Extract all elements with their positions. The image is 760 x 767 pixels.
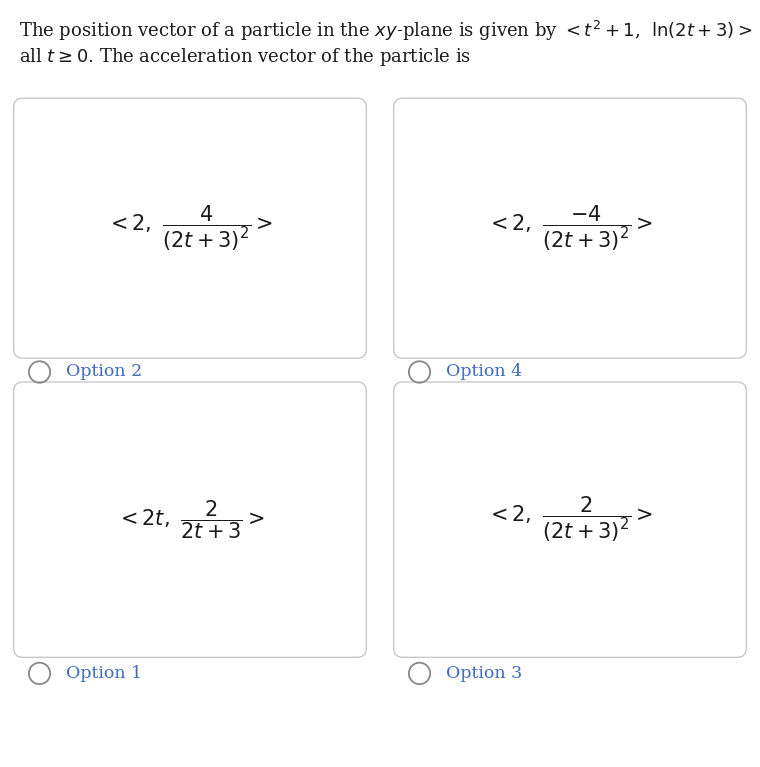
FancyBboxPatch shape <box>14 382 366 657</box>
Text: $< 2 ,\ \dfrac{-4}{(2t+3)^2} >$: $< 2 ,\ \dfrac{-4}{(2t+3)^2} >$ <box>486 203 654 253</box>
Text: $< 2t ,\ \dfrac{2}{2t+3} >$: $< 2t ,\ \dfrac{2}{2t+3} >$ <box>116 499 264 541</box>
FancyBboxPatch shape <box>394 98 746 358</box>
Text: The position vector of a particle in the $xy$-plane is given by $< t^2 + 1$,  $\: The position vector of a particle in the… <box>19 19 760 43</box>
FancyBboxPatch shape <box>394 382 746 657</box>
Text: $< 2 ,\ \dfrac{4}{(2t+3)^2} >$: $< 2 ,\ \dfrac{4}{(2t+3)^2} >$ <box>106 203 274 253</box>
Text: Option 3: Option 3 <box>446 665 522 682</box>
Text: all $t \geq 0$. The acceleration vector of the particle is: all $t \geq 0$. The acceleration vector … <box>19 46 471 68</box>
FancyBboxPatch shape <box>14 98 366 358</box>
Text: Option 1: Option 1 <box>66 665 142 682</box>
Text: $< 2 ,\ \dfrac{2}{(2t+3)^2} >$: $< 2 ,\ \dfrac{2}{(2t+3)^2} >$ <box>486 495 654 545</box>
Text: Option 2: Option 2 <box>66 364 142 380</box>
Text: Option 4: Option 4 <box>446 364 522 380</box>
